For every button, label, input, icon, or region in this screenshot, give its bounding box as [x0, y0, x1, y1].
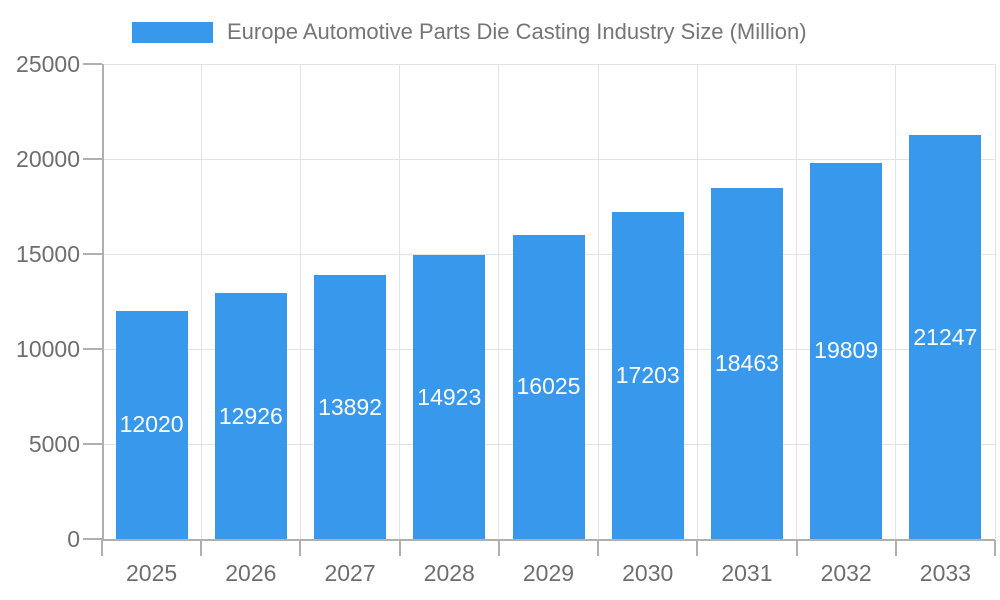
- y-axis-tick: [83, 538, 102, 540]
- y-axis-tick-label: 0: [67, 526, 80, 552]
- bar-value-label: 21247: [913, 323, 978, 350]
- x-axis-tick-label: 2025: [126, 560, 178, 586]
- bar-value-label: 19809: [814, 337, 879, 364]
- gridline-horizontal: [102, 63, 995, 65]
- y-axis-tick: [83, 443, 102, 445]
- x-axis-tick-label: 2028: [423, 560, 475, 586]
- y-axis-tick: [83, 348, 102, 350]
- bar[interactable]: 18463: [710, 188, 783, 539]
- bar[interactable]: 19809: [810, 162, 883, 539]
- bar[interactable]: 14923: [413, 255, 486, 539]
- y-axis-line: [102, 64, 104, 541]
- y-axis-tick-label: 10000: [16, 336, 80, 362]
- y-axis-tick: [83, 253, 102, 255]
- x-axis-line: [102, 539, 995, 541]
- gridline-vertical: [498, 64, 500, 539]
- x-axis-tick: [398, 540, 401, 556]
- x-axis-tick-label: 2029: [522, 560, 575, 586]
- gridline-vertical: [796, 64, 798, 539]
- gridline-vertical: [696, 64, 698, 539]
- bar[interactable]: 13892: [314, 275, 387, 539]
- x-axis-tick: [894, 540, 897, 556]
- bar-value-label: 12926: [218, 402, 283, 429]
- x-axis-tick: [795, 540, 798, 556]
- x-axis-tick-label: 2027: [324, 560, 376, 586]
- bar[interactable]: 12926: [214, 293, 287, 539]
- gridline-vertical: [895, 64, 897, 539]
- bar[interactable]: 12020: [115, 310, 188, 539]
- x-axis-tick: [299, 540, 302, 556]
- bar-value-label: 14923: [417, 383, 482, 410]
- x-axis-tick: [497, 540, 500, 556]
- y-axis-tick-label: 15000: [16, 241, 80, 267]
- x-axis-tick-label: 2032: [820, 560, 872, 586]
- bar[interactable]: 16025: [512, 234, 585, 539]
- y-axis-tick-label: 25000: [16, 51, 80, 77]
- x-axis-tick: [597, 540, 600, 556]
- y-axis-tick: [83, 63, 102, 65]
- legend[interactable]: Europe Automotive Parts Die Casting Indu…: [132, 18, 807, 46]
- x-axis-tick-label: 2033: [919, 560, 971, 586]
- x-axis-tick-label: 2030: [622, 560, 674, 586]
- x-axis-tick-label: 2026: [225, 560, 277, 586]
- y-axis-tick-label: 20000: [16, 146, 80, 172]
- bar-value-label: 18463: [714, 350, 779, 377]
- bar-value-label: 16025: [516, 373, 581, 400]
- bar-value-label: 17203: [615, 362, 680, 389]
- gridline-vertical: [597, 64, 599, 539]
- gridline-vertical: [399, 64, 401, 539]
- legend-label: Europe Automotive Parts Die Casting Indu…: [227, 19, 807, 44]
- x-axis-tick: [101, 540, 103, 556]
- gridline-vertical: [994, 64, 996, 539]
- bar[interactable]: 21247: [909, 135, 982, 539]
- x-axis-tick-label: 2031: [721, 560, 773, 586]
- gridline-vertical: [200, 64, 202, 539]
- bar[interactable]: 17203: [611, 212, 684, 539]
- bar-value-label: 12020: [119, 411, 184, 438]
- y-axis-tick: [83, 158, 102, 160]
- y-axis-tick-label: 5000: [28, 431, 80, 457]
- x-axis-tick: [994, 540, 996, 556]
- gridline-vertical: [299, 64, 301, 539]
- bar-value-label: 13892: [318, 393, 383, 420]
- legend-swatch-icon: [132, 21, 213, 43]
- x-axis-tick: [696, 540, 699, 556]
- gridline-horizontal: [102, 158, 995, 160]
- x-axis-tick: [200, 540, 203, 556]
